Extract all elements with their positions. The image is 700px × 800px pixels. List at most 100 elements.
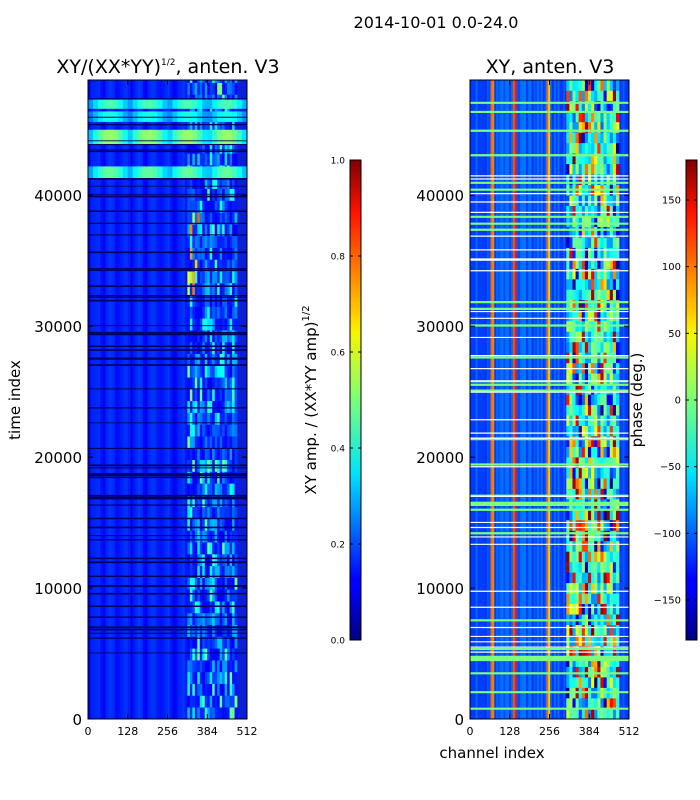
amplitude-cell [234, 436, 238, 449]
amplitude-cell [209, 495, 213, 508]
phase-cell [615, 205, 620, 217]
phase-cell [609, 216, 614, 227]
amplitude-cell [217, 589, 220, 602]
colorbar-tick-label: −150 [654, 596, 681, 607]
amplitude-band-cell [157, 129, 163, 145]
phase-cell [591, 163, 595, 175]
phase-cell [612, 530, 617, 542]
amplitude-cell [232, 400, 235, 413]
amplitude-cell [202, 636, 206, 649]
phase-cell [569, 279, 573, 290]
phase-cell [600, 708, 604, 719]
phase-cell [594, 677, 598, 688]
amplitude-cell [229, 530, 233, 543]
amplitude-band-cell [242, 129, 247, 145]
phase-cell [588, 519, 592, 531]
phase-cell [612, 100, 617, 112]
phase-cell [588, 163, 592, 175]
amplitude-cell [189, 318, 193, 331]
phase-cell [575, 268, 579, 280]
amplitude-cell [209, 153, 213, 166]
amplitude-cell [212, 259, 216, 272]
phase-cell [600, 530, 604, 542]
phase-cell [588, 698, 592, 709]
amplitude-band-cell [197, 99, 203, 109]
phase-cell [609, 551, 614, 563]
amplitude-band-cell [107, 111, 114, 122]
phase-cell [603, 656, 607, 667]
phase-cell [584, 593, 589, 605]
amplitude-cell [229, 259, 233, 272]
phase-cell [594, 425, 598, 437]
phase-cell [603, 132, 607, 144]
phase-cell [566, 603, 570, 615]
x-tick-label: 256 [157, 725, 178, 738]
amplitude-cell [194, 247, 198, 260]
amplitude-band-cell [127, 111, 134, 122]
phase-cell [612, 656, 617, 667]
amplitude-cell [219, 506, 223, 519]
amplitude-cell [212, 589, 216, 602]
y-tick-label: 10000 [34, 580, 82, 598]
phase-cell [566, 677, 570, 688]
amplitude-cell [194, 589, 198, 602]
amplitude-cell [222, 271, 225, 284]
phase-cell [572, 205, 576, 217]
phase-cell [569, 572, 573, 584]
amplitude-cell [204, 436, 208, 449]
phase-cell [584, 80, 589, 91]
phase-cell [569, 446, 573, 458]
phase-cell [609, 142, 614, 154]
amplitude-cell [202, 282, 206, 296]
amplitude-cell [204, 365, 208, 378]
amplitude-cell [197, 707, 201, 719]
amplitude-cell [199, 377, 203, 390]
amplitude-band-cell [227, 166, 233, 180]
amplitude-cell [194, 636, 198, 649]
phase-cell [591, 509, 595, 521]
amplitude-cell [227, 447, 230, 461]
amplitude-cell [192, 176, 196, 189]
amplitude-cell [224, 436, 228, 449]
phase-cell [612, 310, 617, 322]
amplitude-cell [189, 447, 193, 461]
amplitude-cell [209, 612, 213, 626]
amplitude-cell [207, 447, 211, 461]
phase-cell [581, 258, 586, 269]
phase-cell [603, 708, 607, 719]
phase-cell [578, 90, 583, 102]
phase-cell [612, 551, 617, 563]
phase-cell [566, 216, 570, 227]
phase-cell [615, 394, 620, 406]
phase-cell [581, 132, 586, 144]
amplitude-cell [189, 554, 193, 567]
amplitude-cell [229, 601, 233, 614]
phase-cell [609, 603, 614, 615]
phase-cell [597, 457, 601, 468]
amplitude-cell [224, 153, 228, 166]
amplitude-cell [217, 365, 220, 378]
phase-cell [575, 226, 579, 238]
amplitude-cell [219, 389, 223, 402]
phase-cell [609, 457, 614, 468]
phase-cell [581, 425, 586, 437]
phase-cell [603, 195, 607, 207]
amplitude-band-cell [227, 99, 233, 109]
phase-cell [575, 247, 579, 259]
y-tick-label: 0 [454, 711, 464, 729]
phase-cell [591, 572, 595, 584]
phase-cell [591, 415, 595, 426]
amplitude-band-cell [88, 99, 94, 109]
amplitude-cell [189, 259, 193, 272]
amplitude-cell-column [107, 80, 111, 719]
amplitude-cell [212, 282, 216, 296]
phase-cell [588, 279, 592, 290]
y-tick-label: 30000 [416, 318, 464, 336]
amplitude-cell [234, 282, 238, 296]
phase-cell [612, 111, 617, 123]
amplitude-cell [202, 695, 206, 708]
amplitude-cell [232, 530, 235, 543]
amplitude-cell [194, 695, 198, 708]
amplitude-cell [222, 660, 225, 673]
